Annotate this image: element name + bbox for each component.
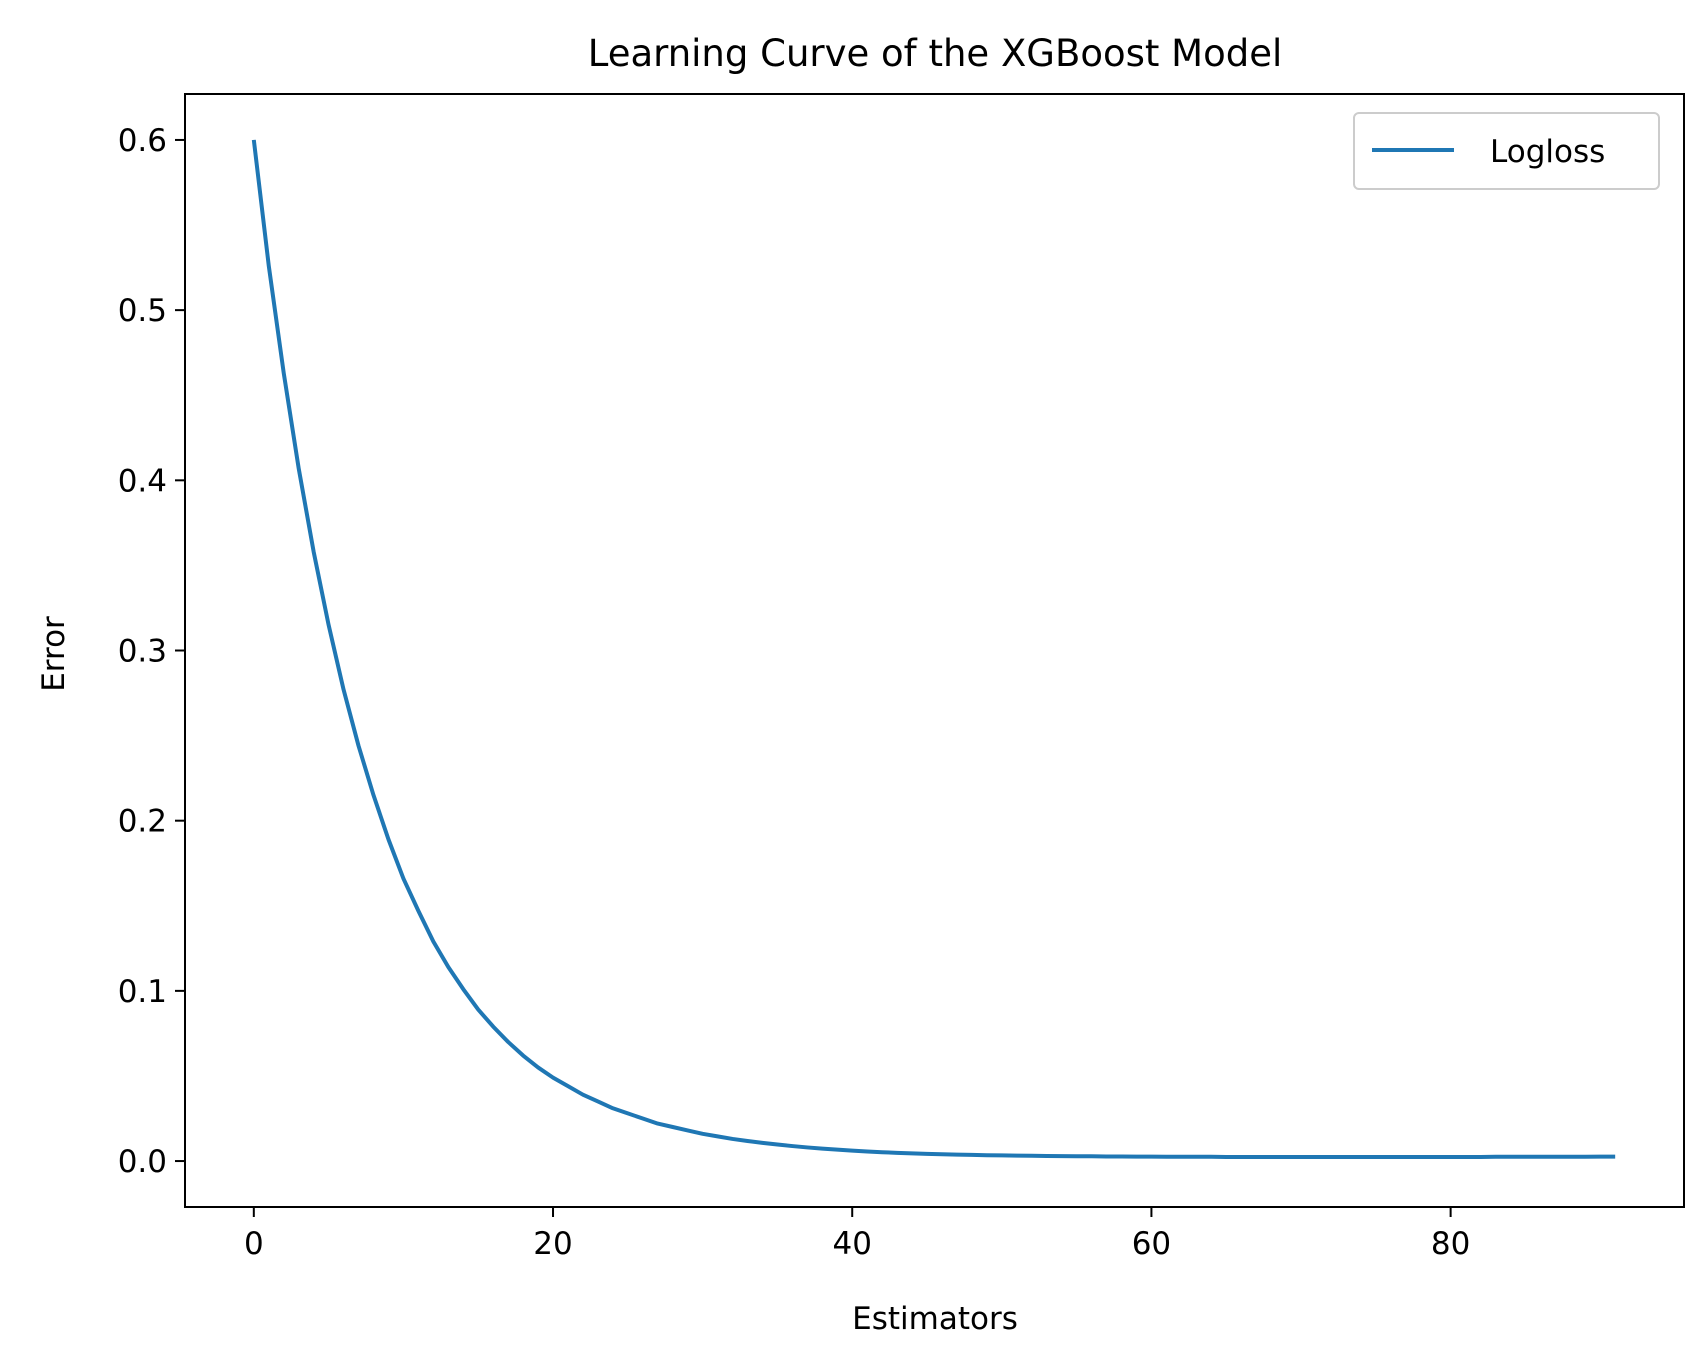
y-tick-label: 0.1 bbox=[118, 974, 167, 1010]
y-tick-label: 0.6 bbox=[118, 123, 167, 159]
plot-frame bbox=[184, 93, 1685, 1208]
y-tick-label: 0.3 bbox=[118, 634, 167, 670]
x-tick-label: 60 bbox=[1132, 1226, 1171, 1262]
x-tick-label: 40 bbox=[832, 1226, 871, 1262]
y-axis-label: Error bbox=[36, 616, 72, 692]
y-tick-label: 0.0 bbox=[118, 1144, 167, 1180]
legend-box bbox=[1353, 112, 1660, 190]
x-axis: 0 20 40 60 80 bbox=[244, 1207, 1470, 1262]
x-axis-label: Estimators bbox=[852, 1301, 1018, 1337]
series-layer bbox=[251, 139, 1616, 1159]
y-tick-label: 0.5 bbox=[118, 293, 167, 329]
y-tick-label: 0.4 bbox=[118, 463, 167, 499]
x-tick-label: 80 bbox=[1431, 1226, 1470, 1262]
series-line-logloss bbox=[251, 139, 1616, 1159]
x-tick-label: 0 bbox=[244, 1226, 264, 1262]
x-tick-label: 20 bbox=[533, 1226, 572, 1262]
y-tick-label: 0.2 bbox=[118, 804, 167, 840]
chart-title: Learning Curve of the XGBoost Model bbox=[588, 32, 1283, 75]
legend-label-logloss: Logloss bbox=[1490, 134, 1605, 170]
legend: Logloss bbox=[1353, 112, 1660, 190]
y-axis: 0.0 0.1 0.2 0.3 0.4 0.5 0.6 bbox=[118, 123, 185, 1180]
